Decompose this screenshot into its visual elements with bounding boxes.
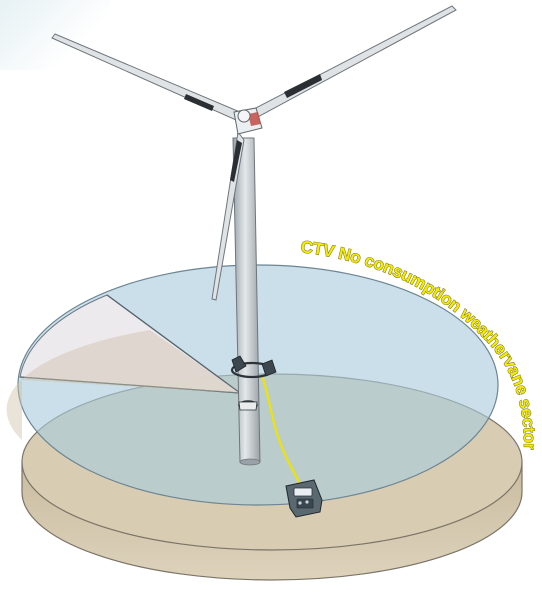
vessel-icon: [285, 479, 323, 518]
sector-boundaries: [19, 294, 241, 394]
mooring-buoy-icon: [230, 355, 277, 411]
turbine-blade-right: [251, 5, 457, 119]
no-consumption-sector: [19, 294, 242, 394]
wind-turbine-icon: [51, 5, 457, 466]
turbine-hub: [237, 109, 251, 123]
subsea-cable: [260, 375, 301, 485]
turbine-blade-lower: [211, 130, 245, 301]
sector-seabed-tint: [6, 330, 240, 440]
